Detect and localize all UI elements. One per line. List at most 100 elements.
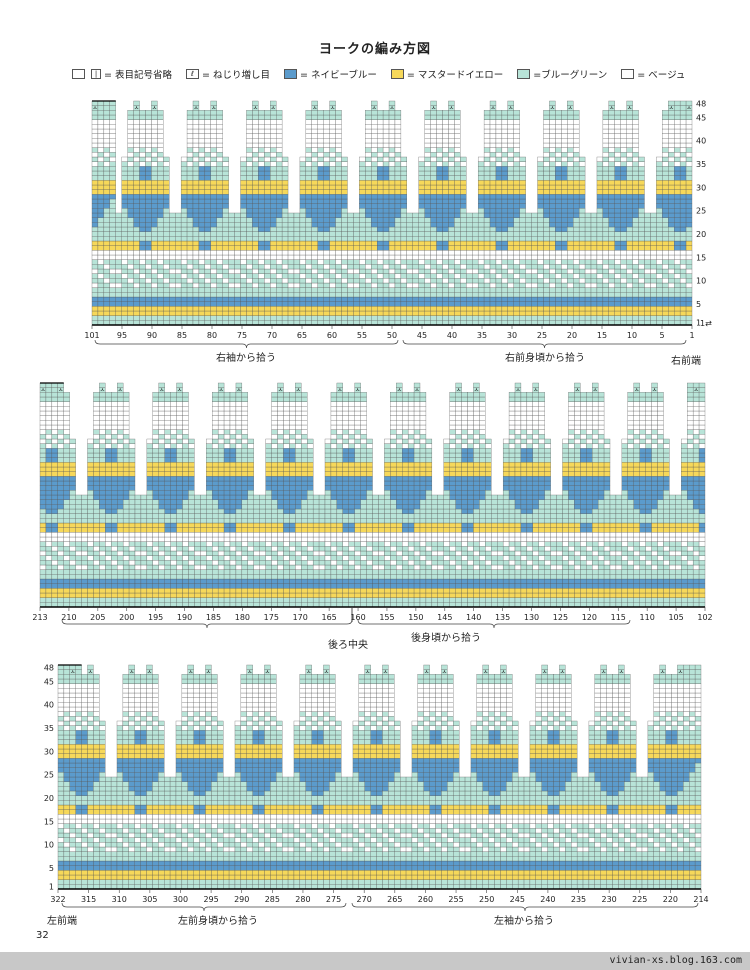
stitch-cell	[608, 147, 615, 153]
stitch-cell	[276, 142, 283, 148]
stitch-cell	[448, 194, 455, 200]
stitch-cell	[186, 287, 194, 293]
stitch-cell	[109, 264, 116, 270]
stitch-cell	[668, 226, 675, 232]
stitch-cell	[57, 471, 64, 477]
stitch-cell	[45, 546, 53, 552]
stitch-cell	[180, 217, 188, 223]
stitch-cell	[305, 184, 312, 190]
stitch-cell	[596, 287, 604, 293]
stitch-cell	[109, 184, 116, 190]
stitch-cell	[222, 189, 229, 195]
stitch-cell	[382, 156, 390, 162]
stitch-cell	[561, 119, 568, 125]
stitch-cell	[51, 532, 58, 538]
stitch-cell	[620, 189, 627, 195]
stitch-cell	[105, 588, 112, 594]
stitch-cell	[632, 217, 639, 223]
stitch-cell	[111, 434, 118, 440]
stitch-cell	[317, 147, 324, 153]
stitch-cell	[75, 592, 82, 598]
stitch-cell	[371, 226, 378, 232]
stitch-cell	[192, 189, 200, 195]
stitch-cell	[234, 268, 241, 274]
stitch-cell	[436, 184, 443, 190]
stitch-cell	[81, 499, 88, 505]
stitch-cell	[513, 180, 520, 186]
stitch-cell	[145, 245, 152, 251]
stitch-cell	[69, 569, 76, 575]
stitch-cell	[111, 420, 118, 426]
stitch-cell	[394, 208, 402, 214]
stitch-cell	[537, 189, 544, 195]
stitch-cell	[679, 226, 687, 232]
stitch-cell	[323, 194, 330, 200]
stitch-cell	[656, 296, 663, 302]
stitch-cell	[69, 494, 76, 500]
stitch-cell	[121, 310, 128, 316]
stitch-cell	[180, 268, 188, 274]
stitch-cell	[115, 222, 122, 228]
stitch-cell	[460, 292, 467, 298]
stitch-cell	[252, 282, 259, 288]
stitch-cell	[674, 105, 681, 111]
stitch-cell	[222, 208, 229, 214]
stitch-cell	[483, 161, 491, 167]
stitch-cell	[561, 147, 568, 153]
stitch-cell	[531, 217, 538, 223]
stitch-cell	[128, 560, 136, 566]
stitch-cell	[75, 564, 82, 570]
stitch-cell	[323, 212, 330, 218]
stitch-cell	[97, 198, 105, 204]
stitch-cell	[513, 189, 520, 195]
stitch-cell	[573, 282, 580, 288]
stitch-cell	[240, 184, 247, 190]
stitch-cell	[679, 152, 687, 158]
stitch-cell	[121, 175, 128, 181]
stitch-cell	[650, 292, 657, 298]
stitch-cell	[93, 597, 100, 603]
stitch-cell	[317, 133, 324, 139]
stitch-cell	[146, 592, 153, 598]
stitch-cell	[75, 560, 82, 566]
x-tick-label: 50	[387, 331, 397, 340]
stitch-cell	[549, 306, 556, 312]
stitch-cell	[198, 264, 206, 270]
stitch-cell	[614, 110, 621, 116]
stitch-cell	[323, 282, 330, 288]
stitch-cell	[483, 180, 491, 186]
stitch-cell	[75, 513, 82, 519]
stitch-cell	[644, 236, 651, 242]
stitch-cell	[620, 278, 627, 284]
stitch-cell	[460, 194, 467, 200]
stitch-cell	[573, 254, 580, 260]
stitch-cell	[109, 203, 116, 209]
stitch-cell	[228, 301, 235, 307]
stitch-cell	[146, 443, 153, 449]
stitch-cell	[662, 226, 669, 232]
stitch-cell	[317, 184, 324, 190]
stitch-cell	[69, 462, 76, 468]
stitch-cell	[347, 240, 354, 246]
stitch-cell	[668, 119, 675, 125]
stitch-cell	[430, 236, 437, 242]
stitch-cell	[567, 296, 574, 302]
decrease-mark: ㅅ	[211, 105, 217, 112]
stitch-cell	[293, 287, 301, 293]
stitch-cell	[466, 212, 473, 218]
stitch-cell	[519, 296, 526, 302]
stitch-cell	[584, 301, 592, 307]
stitch-cell	[376, 170, 384, 176]
stitch-cell	[460, 301, 467, 307]
stitch-cell	[525, 226, 532, 232]
stitch-cell	[638, 231, 645, 237]
stitch-cell	[216, 292, 223, 298]
stitch-cell	[57, 415, 64, 421]
stitch-cell	[335, 198, 342, 204]
stitch-cell	[186, 301, 194, 307]
stitch-cell	[293, 282, 301, 288]
stitch-cell	[258, 315, 265, 321]
stitch-cell	[608, 268, 615, 274]
stitch-cell	[105, 513, 112, 519]
stitch-cell	[477, 250, 485, 256]
